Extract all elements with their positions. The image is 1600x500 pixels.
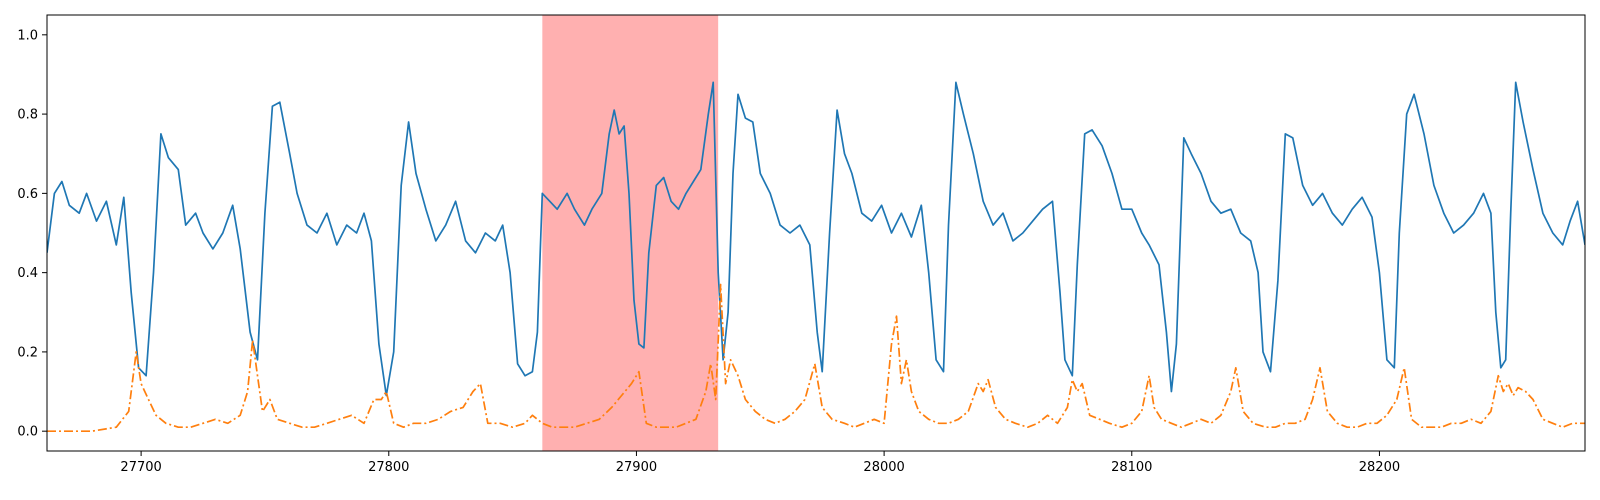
plot-frame (46, 14, 1586, 452)
x-tick-label: 28100 (1111, 460, 1152, 475)
y-tick-label: 0.6 (17, 187, 38, 202)
x-tick-label: 28000 (863, 460, 904, 475)
y-tick-label: 0.0 (17, 425, 38, 440)
series-line-2 (47, 283, 1585, 433)
y-tick-label: 1.0 (17, 28, 38, 43)
axes: 27700 27800 27900 28000 28100 28200 0.0 0.2 0.4 0… (17, 14, 1586, 475)
series-line-1 (47, 81, 1585, 397)
x-tick-label: 28200 (1359, 460, 1400, 475)
y-tick-label: 0.8 (17, 108, 38, 123)
x-tick-label: 27900 (616, 460, 657, 475)
x-tick-label: 27800 (368, 460, 409, 475)
plot-area (47, 15, 1585, 451)
x-tick-label: 27700 (120, 460, 161, 475)
y-tick-label: 0.4 (17, 266, 38, 281)
y-tick-label: 0.2 (17, 345, 38, 360)
